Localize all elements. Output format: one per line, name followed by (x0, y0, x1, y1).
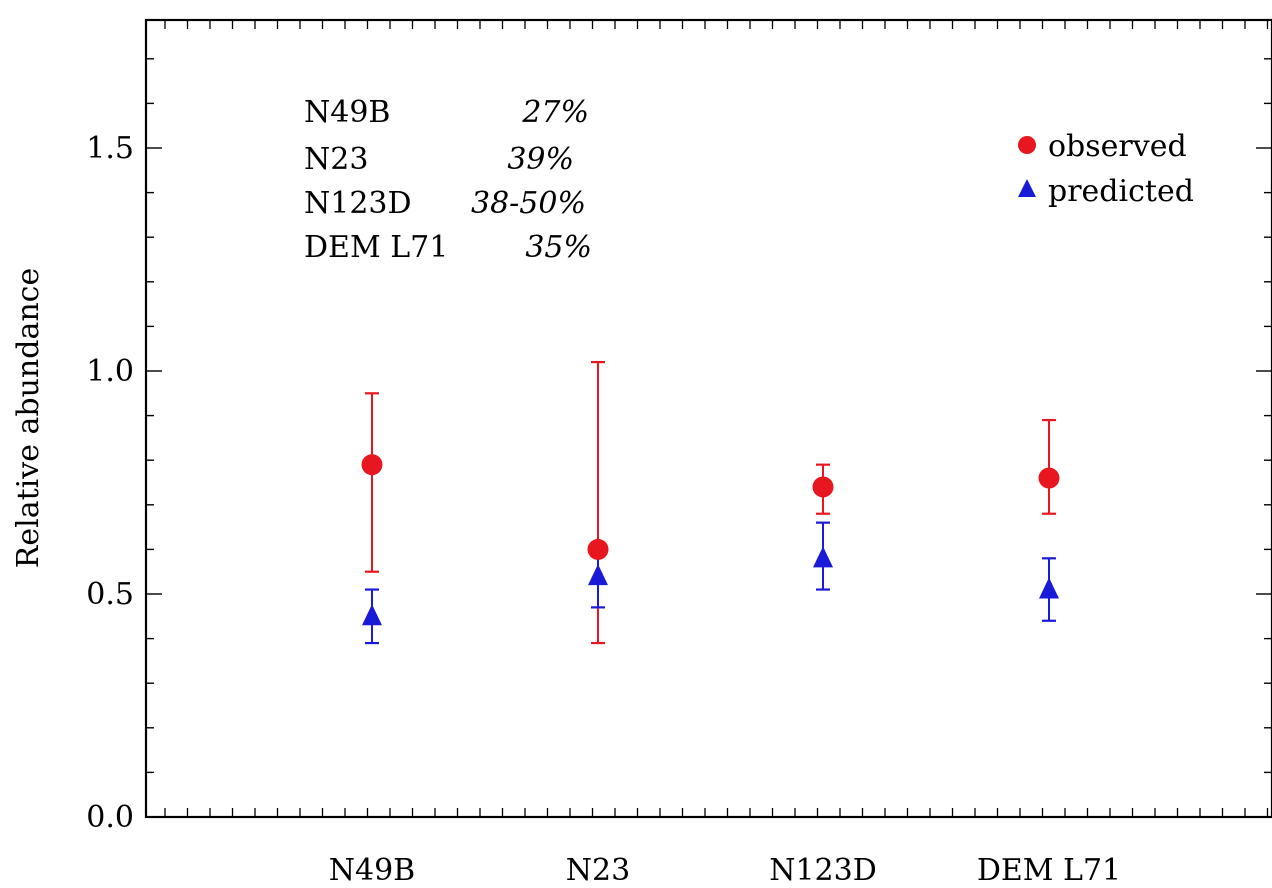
y-axis-label: Relative abundance (11, 268, 46, 568)
annotation-value: 27% (521, 95, 589, 130)
predicted-point (1039, 577, 1059, 599)
x-category-label: DEM L71 (977, 853, 1121, 888)
legend-marker-observed (1018, 136, 1036, 154)
observed-point (361, 454, 383, 476)
minor-ticks (146, 20, 1272, 817)
y-tick-label: 1.0 (86, 354, 134, 389)
annotation-table: N49B 27% N23 39% N123D 38-50% DEM L71 35% (304, 95, 592, 265)
legend-label: observed (1048, 129, 1187, 164)
predicted-point (813, 546, 833, 568)
x-category-label: N49B (329, 853, 415, 888)
error-bars (365, 360, 1056, 645)
annotation-value: 35% (525, 230, 592, 265)
observed-point (587, 538, 609, 560)
x-axis: N49B N23 N123D DEM L71 (329, 853, 1121, 888)
observed-point (1038, 467, 1060, 489)
annotation-value: 39% (507, 142, 574, 177)
legend: observed predicted (1018, 129, 1194, 209)
annotation-name: DEM L71 (304, 230, 448, 265)
legend-marker-predicted (1018, 179, 1036, 197)
annotation-name: N49B (304, 95, 390, 130)
y-tick-label: 0.5 (86, 577, 134, 612)
x-category-label: N123D (769, 853, 877, 888)
observed-point (812, 476, 834, 498)
annotation-name: N123D (304, 186, 412, 221)
legend-label: predicted (1048, 174, 1194, 209)
plot-frame (144, 18, 1272, 819)
y-tick-label: 1.5 (86, 131, 134, 166)
predicted-point (588, 564, 608, 586)
x-category-label: N23 (566, 853, 630, 888)
annotation-value: 38-50% (471, 186, 586, 221)
predicted-point (362, 604, 382, 626)
y-tick-label: 0.0 (86, 800, 134, 835)
annotation-name: N23 (304, 142, 368, 177)
y-axis: 0.0 0.5 1.0 1.5 (86, 131, 134, 835)
data-markers (361, 454, 1060, 626)
